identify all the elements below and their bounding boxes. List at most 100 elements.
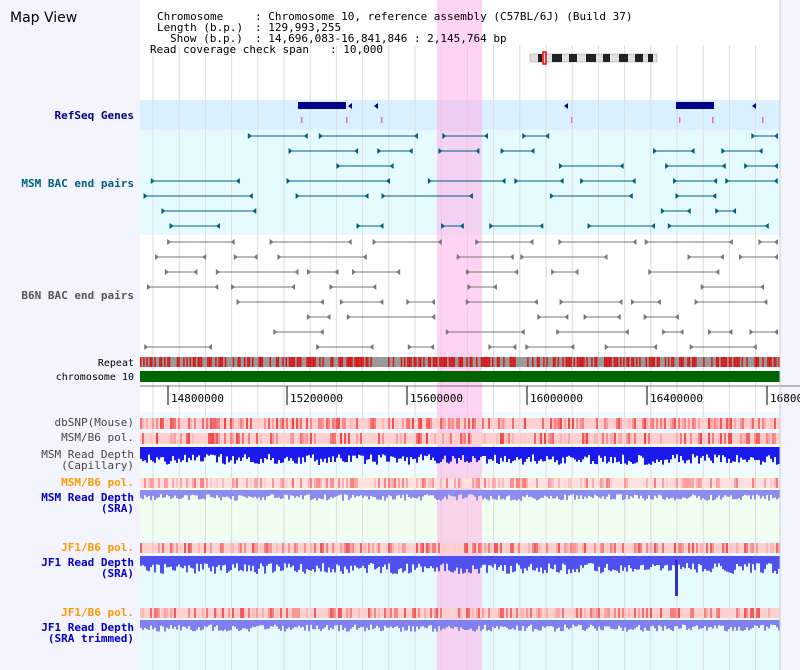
jf1-b6-pol-track-cell — [672, 543, 674, 553]
jf1-depth-sra-bar — [174, 556, 176, 571]
msm-depth-capillary-bar — [252, 447, 254, 463]
msm-b6-pol-track-cell — [158, 433, 160, 444]
jf1-b6-pol-track-cell — [222, 543, 224, 553]
jf1-b6-pol-track-cell — [750, 543, 752, 553]
dbsnp-track-cell — [318, 418, 320, 429]
msm-depth-capillary-bar — [452, 447, 454, 456]
jf1-depth-sra-bar — [600, 556, 602, 574]
refseq-genes-label[interactable]: RefSeq Genes — [54, 109, 134, 122]
jf1-read-depth-sra-label[interactable]: JF1 Read Depth (SRA) — [41, 556, 134, 580]
msm-b6-pol-track-cell — [666, 433, 668, 444]
msm-b6-pol-label[interactable]: MSM/B6 pol. — [61, 431, 134, 444]
jf1-depth-sra-bar — [364, 556, 366, 569]
dbsnp-track-cell — [240, 418, 242, 429]
msm-depth-sra-bar — [582, 490, 584, 500]
b6n-bac-label[interactable]: B6N BAC end pairs — [21, 289, 134, 302]
msm-read-depth-capillary-label[interactable]: MSM Read Depth (Capillary) — [41, 448, 134, 472]
jf1-b6-pol-track-cell — [284, 543, 286, 553]
jf1-b6-pol-label-2[interactable]: JF1/B6 pol. — [61, 606, 134, 619]
chromosome-label[interactable]: chromosome 10 — [55, 372, 134, 383]
msm-depth-sra-bar — [740, 490, 742, 500]
msm-b6-pol-track-2-cell — [284, 478, 286, 488]
repeat-element — [285, 357, 287, 367]
jf1-b6-pol-track-cell — [464, 543, 466, 553]
msm-depth-sra-bar — [240, 490, 242, 496]
jf1-b6-pol-track-2-cell — [404, 608, 406, 618]
repeat-element — [503, 357, 505, 367]
jf1-depth-trimmed-bar — [656, 620, 658, 632]
msm-depth-sra-bar — [266, 490, 268, 497]
b6n-bac-pair-head — [155, 254, 160, 260]
msm-depth-sra-bar — [708, 490, 710, 500]
dbsnp-track-cell — [456, 418, 458, 429]
jf1-b6-pol-track-cell — [480, 543, 482, 553]
msm-depth-sra-bar — [680, 490, 682, 500]
repeat-element — [247, 357, 249, 367]
jf1-b6-pol-track-2-cell — [746, 608, 748, 618]
repeat-element — [652, 357, 654, 367]
jf1-b6-pol-track-cell — [722, 543, 724, 553]
jf1-b6-pol-track-2-cell — [750, 608, 752, 618]
msm-bac-pair-head — [438, 148, 443, 154]
jf1-depth-trimmed-bar — [682, 620, 684, 625]
b6n-bac-pair-tail — [431, 299, 436, 305]
msm-b6-pol-track-cell — [180, 433, 182, 444]
msm-depth-capillary-bar — [618, 447, 620, 462]
jf1-b6-pol-track-2-cell — [236, 608, 238, 618]
repeat-element — [628, 357, 630, 367]
msm-b6-pol-track-2-cell — [406, 478, 408, 488]
dbsnp-label[interactable]: dbSNP(Mouse) — [54, 416, 134, 429]
refseq-transcript-mark — [571, 117, 573, 123]
dbsnp-track-cell — [448, 418, 450, 429]
dbsnp-track-cell — [410, 418, 412, 429]
msm-read-depth-sra-label[interactable]: MSM Read Depth (SRA) — [41, 491, 134, 515]
msm-depth-capillary-bar — [522, 447, 524, 465]
dbsnp-track-cell — [210, 418, 212, 429]
jf1-depth-sra-bar — [722, 556, 724, 570]
msm-depth-sra-bar — [448, 490, 450, 495]
dbsnp-track-cell — [320, 418, 322, 429]
jf1-read-depth-trimmed-label[interactable]: JF1 Read Depth (SRA trimmed) — [41, 621, 134, 645]
msm-depth-sra-bar — [722, 490, 724, 498]
msm-depth-sra-bar — [760, 490, 762, 499]
jf1-depth-sra-bar — [602, 556, 604, 573]
msm-depth-capillary-bar — [644, 447, 646, 465]
msm-b6-pol-label-2[interactable]: MSM/B6 pol. — [61, 476, 134, 489]
jf1-depth-sra-bar — [614, 556, 616, 571]
msm-b6-pol-track-2-cell — [776, 478, 778, 488]
msm-depth-capillary-bar — [682, 447, 684, 461]
jf1-depth-sra-bar — [326, 556, 328, 573]
jf1-depth-trimmed-bar — [220, 620, 222, 631]
jf1-b6-pol-track-cell — [366, 543, 368, 553]
msm-b6-pol-track-cell — [650, 433, 652, 444]
msm-depth-sra-bar — [766, 490, 768, 496]
msm-b6-pol-track-2-cell — [374, 478, 376, 488]
jf1-depth-sra-bar — [756, 556, 758, 564]
msm-bac-label[interactable]: MSM BAC end pairs — [21, 177, 134, 190]
jf1-depth-trimmed-bar — [480, 620, 482, 631]
jf1-depth-sra-bar — [508, 556, 510, 574]
msm-depth-capillary-bar — [554, 447, 556, 463]
msm-depth-capillary-bar — [568, 447, 570, 456]
b6n-bac-pair-tail — [294, 269, 299, 275]
jf1-depth-sra-bar — [586, 556, 588, 565]
msm-depth-sra-bar — [180, 490, 182, 499]
jf1-depth-sra-bar — [340, 556, 342, 572]
jf1-b6-pol-track-cell — [680, 543, 682, 553]
msm-depth-capillary-bar — [232, 447, 234, 457]
repeat-element — [440, 357, 443, 367]
repeat-element — [452, 357, 454, 367]
jf1-b6-pol-label[interactable]: JF1/B6 pol. — [61, 541, 134, 554]
msm-depth-capillary-bar — [642, 447, 644, 458]
repeat-label[interactable]: Repeat — [97, 358, 134, 369]
msm-depth-sra-bar — [398, 490, 400, 496]
jf1-b6-pol-track-2-cell — [546, 608, 548, 618]
jf1-depth-sra-bar — [252, 556, 254, 566]
jf1-depth-sra-bar — [250, 556, 252, 572]
jf1-depth-sra-bar — [196, 556, 198, 564]
jf1-depth-sra-bar — [630, 556, 632, 569]
msm-depth-sra-bar — [514, 490, 516, 500]
msm-bac-pair-tail — [235, 178, 240, 184]
msm-depth-capillary-bar — [542, 447, 544, 462]
